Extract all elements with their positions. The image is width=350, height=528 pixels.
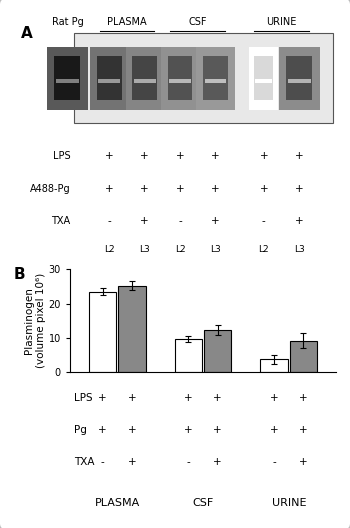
- Bar: [132, 56, 157, 100]
- Text: +: +: [140, 151, 149, 161]
- Text: -: -: [101, 457, 105, 467]
- Text: CSF: CSF: [193, 498, 214, 508]
- Bar: [168, 56, 193, 100]
- Bar: [97, 56, 121, 100]
- Text: +: +: [295, 184, 303, 194]
- Bar: [203, 56, 228, 100]
- Text: A488-Pg: A488-Pg: [30, 184, 71, 194]
- Bar: [74, 33, 333, 123]
- Bar: [126, 46, 164, 110]
- Text: +: +: [270, 426, 279, 435]
- Bar: [47, 46, 88, 110]
- Text: +: +: [176, 184, 184, 194]
- Text: -: -: [262, 216, 266, 227]
- Text: +: +: [299, 457, 308, 467]
- Text: +: +: [127, 426, 136, 435]
- Text: +: +: [184, 393, 193, 403]
- Text: +: +: [127, 457, 136, 467]
- Text: Rat Pg: Rat Pg: [51, 17, 83, 27]
- Text: -: -: [272, 457, 276, 467]
- Text: +: +: [127, 393, 136, 403]
- Bar: [279, 46, 320, 110]
- Bar: [161, 46, 199, 110]
- Text: L3: L3: [294, 246, 304, 254]
- Text: +: +: [211, 216, 220, 227]
- Text: +: +: [98, 393, 107, 403]
- Bar: [205, 79, 226, 83]
- Bar: [54, 56, 80, 100]
- Text: +: +: [295, 151, 303, 161]
- Text: +: +: [299, 426, 308, 435]
- Text: +: +: [213, 426, 222, 435]
- Text: L3: L3: [139, 246, 150, 254]
- Bar: [260, 359, 288, 372]
- Bar: [196, 46, 235, 110]
- Text: CSF: CSF: [189, 17, 207, 27]
- Text: +: +: [211, 184, 220, 194]
- Bar: [134, 79, 156, 83]
- Text: L2: L2: [259, 246, 269, 254]
- Text: URINE: URINE: [266, 17, 297, 27]
- Text: L3: L3: [210, 246, 221, 254]
- Text: +: +: [299, 393, 308, 403]
- Text: PLASMA: PLASMA: [94, 498, 140, 508]
- Text: +: +: [259, 151, 268, 161]
- Bar: [175, 339, 202, 372]
- Text: TXA: TXA: [74, 457, 95, 467]
- Y-axis label: Plasminogen
(volume pixel 10⁶): Plasminogen (volume pixel 10⁶): [24, 273, 46, 369]
- Text: +: +: [211, 151, 220, 161]
- Bar: [204, 330, 231, 372]
- Text: +: +: [105, 151, 114, 161]
- Text: +: +: [259, 184, 268, 194]
- Text: +: +: [176, 151, 184, 161]
- Bar: [249, 46, 279, 110]
- Text: +: +: [213, 457, 222, 467]
- Text: -: -: [178, 216, 182, 227]
- Text: TXA: TXA: [51, 216, 71, 227]
- Bar: [56, 79, 79, 83]
- Bar: [98, 79, 120, 83]
- Text: LPS: LPS: [74, 393, 93, 403]
- Bar: [256, 79, 272, 83]
- Bar: [288, 79, 311, 83]
- Text: +: +: [213, 393, 222, 403]
- Bar: [89, 291, 116, 372]
- Text: +: +: [184, 426, 193, 435]
- Text: B: B: [14, 267, 26, 281]
- Bar: [118, 286, 146, 372]
- Text: URINE: URINE: [272, 498, 306, 508]
- Text: -: -: [187, 457, 190, 467]
- Text: L2: L2: [104, 246, 114, 254]
- Bar: [286, 56, 312, 100]
- Text: Pg: Pg: [74, 426, 87, 435]
- Text: L2: L2: [175, 246, 186, 254]
- Text: +: +: [140, 216, 149, 227]
- Text: PLASMA: PLASMA: [107, 17, 147, 27]
- Text: LPS: LPS: [53, 151, 71, 161]
- Text: +: +: [270, 393, 279, 403]
- Bar: [90, 46, 128, 110]
- Bar: [254, 56, 273, 100]
- Text: +: +: [105, 184, 114, 194]
- Bar: [290, 341, 317, 372]
- Bar: [169, 79, 191, 83]
- Text: +: +: [98, 426, 107, 435]
- Text: +: +: [295, 216, 303, 227]
- Text: -: -: [107, 216, 111, 227]
- Text: A: A: [21, 26, 33, 41]
- Text: +: +: [140, 184, 149, 194]
